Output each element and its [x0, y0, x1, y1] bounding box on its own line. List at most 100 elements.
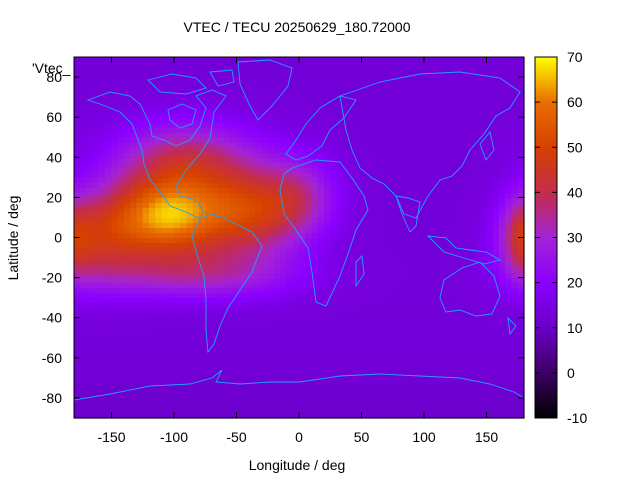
heatmap-cell: [186, 182, 194, 188]
heatmap-cell: [192, 177, 200, 183]
heatmap-cell: [436, 267, 444, 274]
heatmap-cell: [380, 172, 388, 178]
heatmap-cell: [117, 127, 125, 133]
heatmap-cell: [205, 227, 213, 234]
heatmap-cell: [130, 162, 138, 168]
heatmap-cell: [136, 387, 144, 394]
heatmap-cell: [80, 347, 88, 354]
heatmap-cell: [292, 132, 300, 138]
heatmap-cell: [136, 297, 144, 304]
heatmap-cell: [167, 127, 175, 133]
heatmap-cell: [142, 102, 150, 108]
heatmap-cell: [261, 187, 269, 193]
heatmap-cell: [280, 352, 288, 359]
heatmap-cell: [74, 367, 81, 374]
heatmap-cell: [305, 387, 313, 394]
heatmap-cell: [367, 382, 375, 389]
heatmap-cell: [386, 207, 394, 214]
heatmap-cell: [499, 187, 506, 193]
heatmap-cell: [367, 267, 375, 274]
heatmap-cell: [492, 227, 500, 234]
heatmap-cell: [311, 192, 319, 198]
heatmap-cell: [330, 227, 338, 234]
heatmap-cell: [455, 412, 463, 419]
heatmap-cell: [86, 322, 94, 329]
heatmap-cell: [105, 112, 113, 118]
heatmap-cell: [80, 152, 88, 158]
heatmap-cell: [80, 227, 88, 234]
heatmap-cell: [349, 322, 356, 329]
heatmap-cell: [349, 307, 356, 314]
heatmap-cell: [236, 167, 244, 173]
heatmap-cell: [149, 242, 156, 249]
heatmap-cell: [367, 247, 375, 254]
heatmap-cell: [299, 112, 306, 118]
heatmap-cell: [342, 157, 350, 163]
heatmap-cell: [455, 397, 463, 404]
heatmap-cell: [280, 247, 288, 254]
heatmap-cell: [136, 162, 144, 168]
heatmap-cell: [424, 247, 431, 254]
heatmap-cell: [499, 412, 506, 419]
heatmap-cell: [474, 227, 481, 234]
heatmap-cell: [386, 332, 394, 339]
heatmap-cell: [136, 337, 144, 344]
heatmap-cell: [330, 92, 338, 98]
heatmap-cell: [242, 162, 250, 168]
heatmap-cell: [317, 372, 325, 379]
heatmap-cell: [86, 307, 94, 314]
heatmap-cell: [486, 402, 494, 409]
heatmap-cell: [117, 122, 125, 128]
heatmap-cell: [249, 192, 256, 198]
heatmap-cell: [255, 202, 263, 209]
heatmap-cell: [174, 67, 181, 73]
heatmap-cell: [299, 67, 306, 73]
heatmap-cell: [386, 222, 394, 229]
heatmap-cell: [117, 142, 125, 148]
heatmap-cell: [311, 272, 319, 279]
heatmap-cell: [361, 117, 369, 123]
heatmap-cell: [180, 107, 188, 113]
heatmap-cell: [261, 342, 269, 349]
heatmap-cell: [349, 297, 356, 304]
heatmap-cell: [292, 72, 300, 78]
heatmap-cell: [99, 127, 106, 133]
heatmap-cell: [80, 387, 88, 394]
heatmap-cell: [430, 77, 438, 83]
heatmap-cell: [105, 377, 113, 384]
heatmap-cell: [142, 327, 150, 334]
heatmap-cell: [130, 112, 138, 118]
heatmap-cell: [349, 397, 356, 404]
heatmap-cell: [305, 282, 313, 289]
heatmap-cell: [480, 302, 488, 309]
heatmap-cell: [124, 337, 131, 344]
heatmap-cell: [136, 82, 144, 88]
heatmap-cell: [411, 397, 419, 404]
heatmap-cell: [336, 367, 344, 374]
heatmap-cell: [124, 77, 131, 83]
heatmap-cell: [449, 232, 456, 239]
heatmap-cell: [474, 167, 481, 173]
heatmap-cell: [117, 67, 125, 73]
heatmap-cell: [242, 92, 250, 98]
heatmap-cell: [324, 347, 331, 354]
heatmap-cell: [111, 172, 119, 178]
heatmap-cell: [186, 217, 194, 224]
heatmap-cell: [336, 257, 344, 264]
heatmap-cell: [124, 162, 131, 168]
heatmap-cell: [417, 62, 425, 68]
heatmap-cell: [192, 302, 200, 309]
heatmap-cell: [436, 112, 444, 118]
heatmap-cell: [105, 212, 113, 219]
heatmap-cell: [492, 107, 500, 113]
heatmap-cell: [349, 252, 356, 259]
heatmap-cell: [180, 327, 188, 334]
heatmap-cell: [367, 57, 375, 63]
heatmap-cell: [249, 287, 256, 294]
heatmap-cell: [380, 267, 388, 274]
heatmap-cell: [330, 397, 338, 404]
heatmap-cell: [442, 197, 450, 203]
heatmap-cell: [292, 287, 300, 294]
heatmap-cell: [449, 367, 456, 374]
heatmap-cell: [392, 337, 400, 344]
